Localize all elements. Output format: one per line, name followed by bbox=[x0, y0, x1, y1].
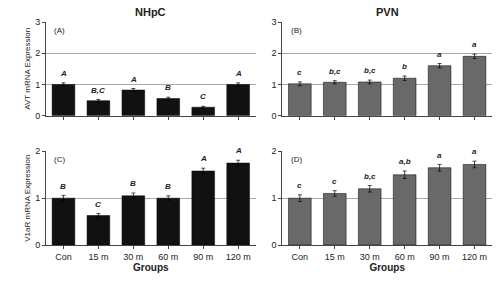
svg-text:60 m: 60 m bbox=[395, 252, 415, 262]
svg-text:Groups: Groups bbox=[133, 262, 169, 273]
svg-text:3: 3 bbox=[272, 17, 277, 27]
svg-text:a,b: a,b bbox=[399, 157, 411, 166]
svg-text:120 m: 120 m bbox=[226, 252, 251, 262]
svg-text:0: 0 bbox=[35, 111, 40, 121]
svg-text:0: 0 bbox=[272, 240, 277, 250]
svg-text:120 m: 120 m bbox=[462, 252, 487, 262]
svg-text:A: A bbox=[130, 75, 137, 84]
svg-text:(A): (A) bbox=[54, 26, 65, 35]
svg-text:15 m: 15 m bbox=[88, 252, 108, 262]
svg-text:A: A bbox=[200, 154, 207, 163]
svg-text:90 m: 90 m bbox=[193, 252, 213, 262]
svg-text:b,c: b,c bbox=[364, 66, 376, 75]
svg-text:30 m: 30 m bbox=[123, 252, 143, 262]
svg-text:1: 1 bbox=[35, 80, 40, 90]
svg-text:1: 1 bbox=[272, 193, 277, 203]
svg-text:0: 0 bbox=[35, 240, 40, 250]
svg-text:c: c bbox=[297, 181, 302, 190]
svg-text:15 m: 15 m bbox=[325, 252, 345, 262]
svg-text:1: 1 bbox=[272, 80, 277, 90]
svg-text:V1aR mRNA Expression: V1aR mRNA Expression bbox=[23, 155, 32, 242]
svg-text:C: C bbox=[200, 92, 206, 101]
svg-text:30 m: 30 m bbox=[360, 252, 380, 262]
svg-text:B,C: B,C bbox=[91, 86, 105, 95]
svg-text:c: c bbox=[332, 177, 337, 186]
svg-text:2: 2 bbox=[272, 48, 277, 58]
svg-text:a: a bbox=[472, 40, 477, 49]
svg-text:2: 2 bbox=[35, 48, 40, 58]
svg-text:a: a bbox=[472, 147, 477, 156]
svg-text:3: 3 bbox=[35, 17, 40, 27]
svg-text:A: A bbox=[60, 69, 67, 78]
svg-text:a: a bbox=[437, 50, 442, 59]
svg-text:Con: Con bbox=[55, 252, 72, 262]
svg-text:0: 0 bbox=[272, 111, 277, 121]
svg-text:(D): (D) bbox=[291, 155, 302, 164]
svg-text:B: B bbox=[130, 179, 136, 188]
svg-text:B: B bbox=[165, 182, 171, 191]
svg-text:b,c: b,c bbox=[364, 172, 376, 181]
svg-text:AVT mRNA Expression: AVT mRNA Expression bbox=[23, 28, 32, 110]
svg-text:2: 2 bbox=[35, 146, 40, 156]
svg-text:a: a bbox=[437, 151, 442, 160]
svg-text:C: C bbox=[95, 200, 101, 209]
svg-text:1: 1 bbox=[35, 193, 40, 203]
svg-text:b: b bbox=[402, 62, 407, 71]
svg-text:B: B bbox=[60, 182, 66, 191]
svg-text:(B): (B) bbox=[291, 26, 302, 35]
svg-text:(C): (C) bbox=[54, 155, 65, 164]
svg-text:90 m: 90 m bbox=[430, 252, 450, 262]
svg-text:PVN: PVN bbox=[376, 6, 399, 18]
svg-text:Groups: Groups bbox=[369, 262, 405, 273]
svg-text:A: A bbox=[235, 146, 242, 155]
svg-text:2: 2 bbox=[272, 146, 277, 156]
svg-text:Con: Con bbox=[292, 252, 309, 262]
svg-text:c: c bbox=[297, 68, 302, 77]
svg-text:A: A bbox=[235, 69, 242, 78]
svg-text:NHpC: NHpC bbox=[135, 6, 166, 18]
svg-text:b,c: b,c bbox=[329, 67, 341, 76]
svg-text:B: B bbox=[165, 83, 171, 92]
svg-text:60 m: 60 m bbox=[158, 252, 178, 262]
